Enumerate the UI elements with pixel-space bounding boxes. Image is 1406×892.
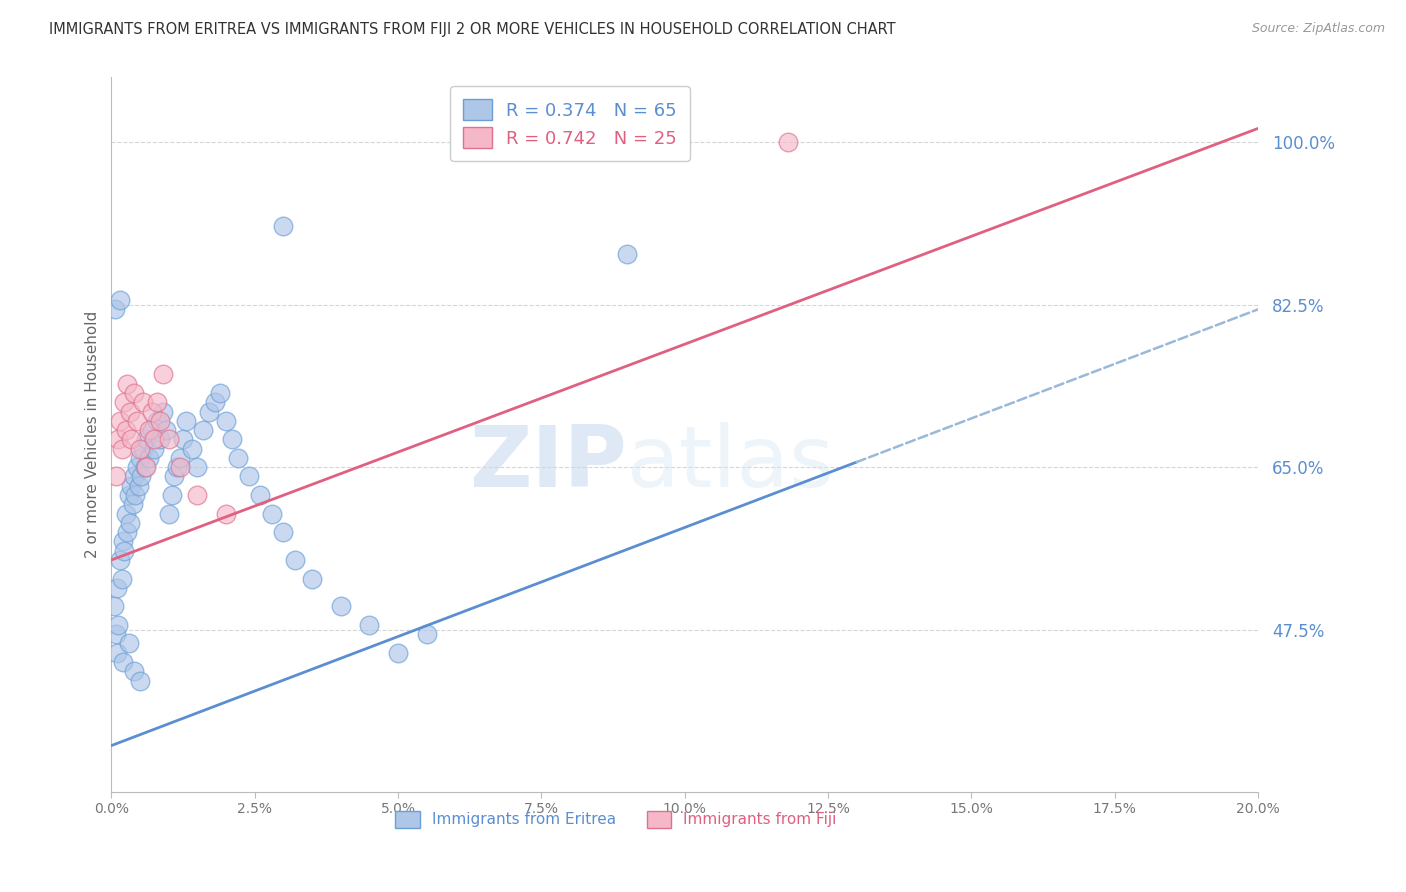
Point [105, 581, 128, 595]
Point [152, 368, 174, 382]
Point [105, 469, 128, 483]
Point [273, 219, 295, 233]
Legend: Immigrants from Eritrea, Immigrants from Fiji: Immigrants from Eritrea, Immigrants from… [389, 805, 842, 834]
Point [132, 442, 155, 456]
Point [117, 636, 139, 650]
Point [160, 488, 183, 502]
Point [387, 646, 409, 660]
Point [226, 450, 249, 465]
Point [108, 414, 131, 428]
Point [215, 414, 238, 428]
Point [209, 386, 232, 401]
Point [121, 433, 143, 447]
Point [273, 525, 295, 540]
Point [152, 404, 174, 418]
Point [198, 404, 221, 418]
Point [128, 479, 150, 493]
Point [135, 433, 157, 447]
Point [616, 246, 638, 260]
Point [138, 423, 160, 437]
Point [238, 469, 260, 483]
Point [122, 497, 145, 511]
Point [138, 450, 160, 465]
Point [107, 618, 129, 632]
Point [204, 395, 226, 409]
Point [249, 488, 271, 502]
Point [117, 525, 139, 540]
Point [103, 599, 125, 614]
Point [163, 469, 186, 483]
Point [111, 534, 134, 549]
Point [124, 665, 146, 679]
Point [329, 599, 352, 614]
Point [112, 395, 135, 409]
Point [135, 460, 157, 475]
Point [129, 442, 152, 456]
Y-axis label: 2 or more Vehicles in Household: 2 or more Vehicles in Household [86, 311, 100, 558]
Point [146, 414, 169, 428]
Point [117, 488, 139, 502]
Point [146, 395, 169, 409]
Point [104, 302, 127, 317]
Point [114, 423, 136, 437]
Point [260, 507, 283, 521]
Point [107, 433, 129, 447]
Point [124, 386, 146, 401]
Point [301, 572, 323, 586]
Text: Source: ZipAtlas.com: Source: ZipAtlas.com [1251, 22, 1385, 36]
Point [284, 553, 307, 567]
Point [111, 572, 134, 586]
Point [129, 450, 152, 465]
Point [124, 469, 146, 483]
Point [141, 423, 163, 437]
Point [157, 433, 180, 447]
Point [114, 507, 136, 521]
Point [415, 627, 437, 641]
Point [141, 404, 163, 418]
Text: atlas: atlas [627, 422, 835, 505]
Point [143, 442, 166, 456]
Point [121, 479, 143, 493]
Point [111, 442, 134, 456]
Point [129, 673, 152, 688]
Point [108, 553, 131, 567]
Point [112, 543, 135, 558]
Point [143, 433, 166, 447]
Text: IMMIGRANTS FROM ERITREA VS IMMIGRANTS FROM FIJI 2 OR MORE VEHICLES IN HOUSEHOLD : IMMIGRANTS FROM ERITREA VS IMMIGRANTS FR… [49, 22, 896, 37]
Point [149, 433, 172, 447]
Text: ZIP: ZIP [470, 422, 627, 505]
Point [166, 460, 188, 475]
Point [124, 488, 146, 502]
Point [169, 450, 191, 465]
Point [127, 414, 149, 428]
Point [118, 516, 141, 530]
Point [129, 469, 152, 483]
Point [169, 460, 191, 475]
Point [186, 460, 208, 475]
Point [157, 507, 180, 521]
Point [155, 423, 177, 437]
Point [105, 627, 128, 641]
Point [127, 460, 149, 475]
Point [186, 488, 208, 502]
Point [174, 414, 197, 428]
Point [134, 460, 156, 475]
Point [215, 507, 238, 521]
Point [172, 433, 194, 447]
Point [108, 293, 131, 307]
Point [132, 395, 155, 409]
Point [118, 404, 141, 418]
Point [359, 618, 381, 632]
Point [105, 646, 128, 660]
Point [149, 414, 172, 428]
Point [776, 136, 799, 150]
Point [180, 442, 202, 456]
Point [111, 655, 134, 669]
Point [221, 433, 243, 447]
Point [117, 376, 139, 391]
Point [191, 423, 214, 437]
